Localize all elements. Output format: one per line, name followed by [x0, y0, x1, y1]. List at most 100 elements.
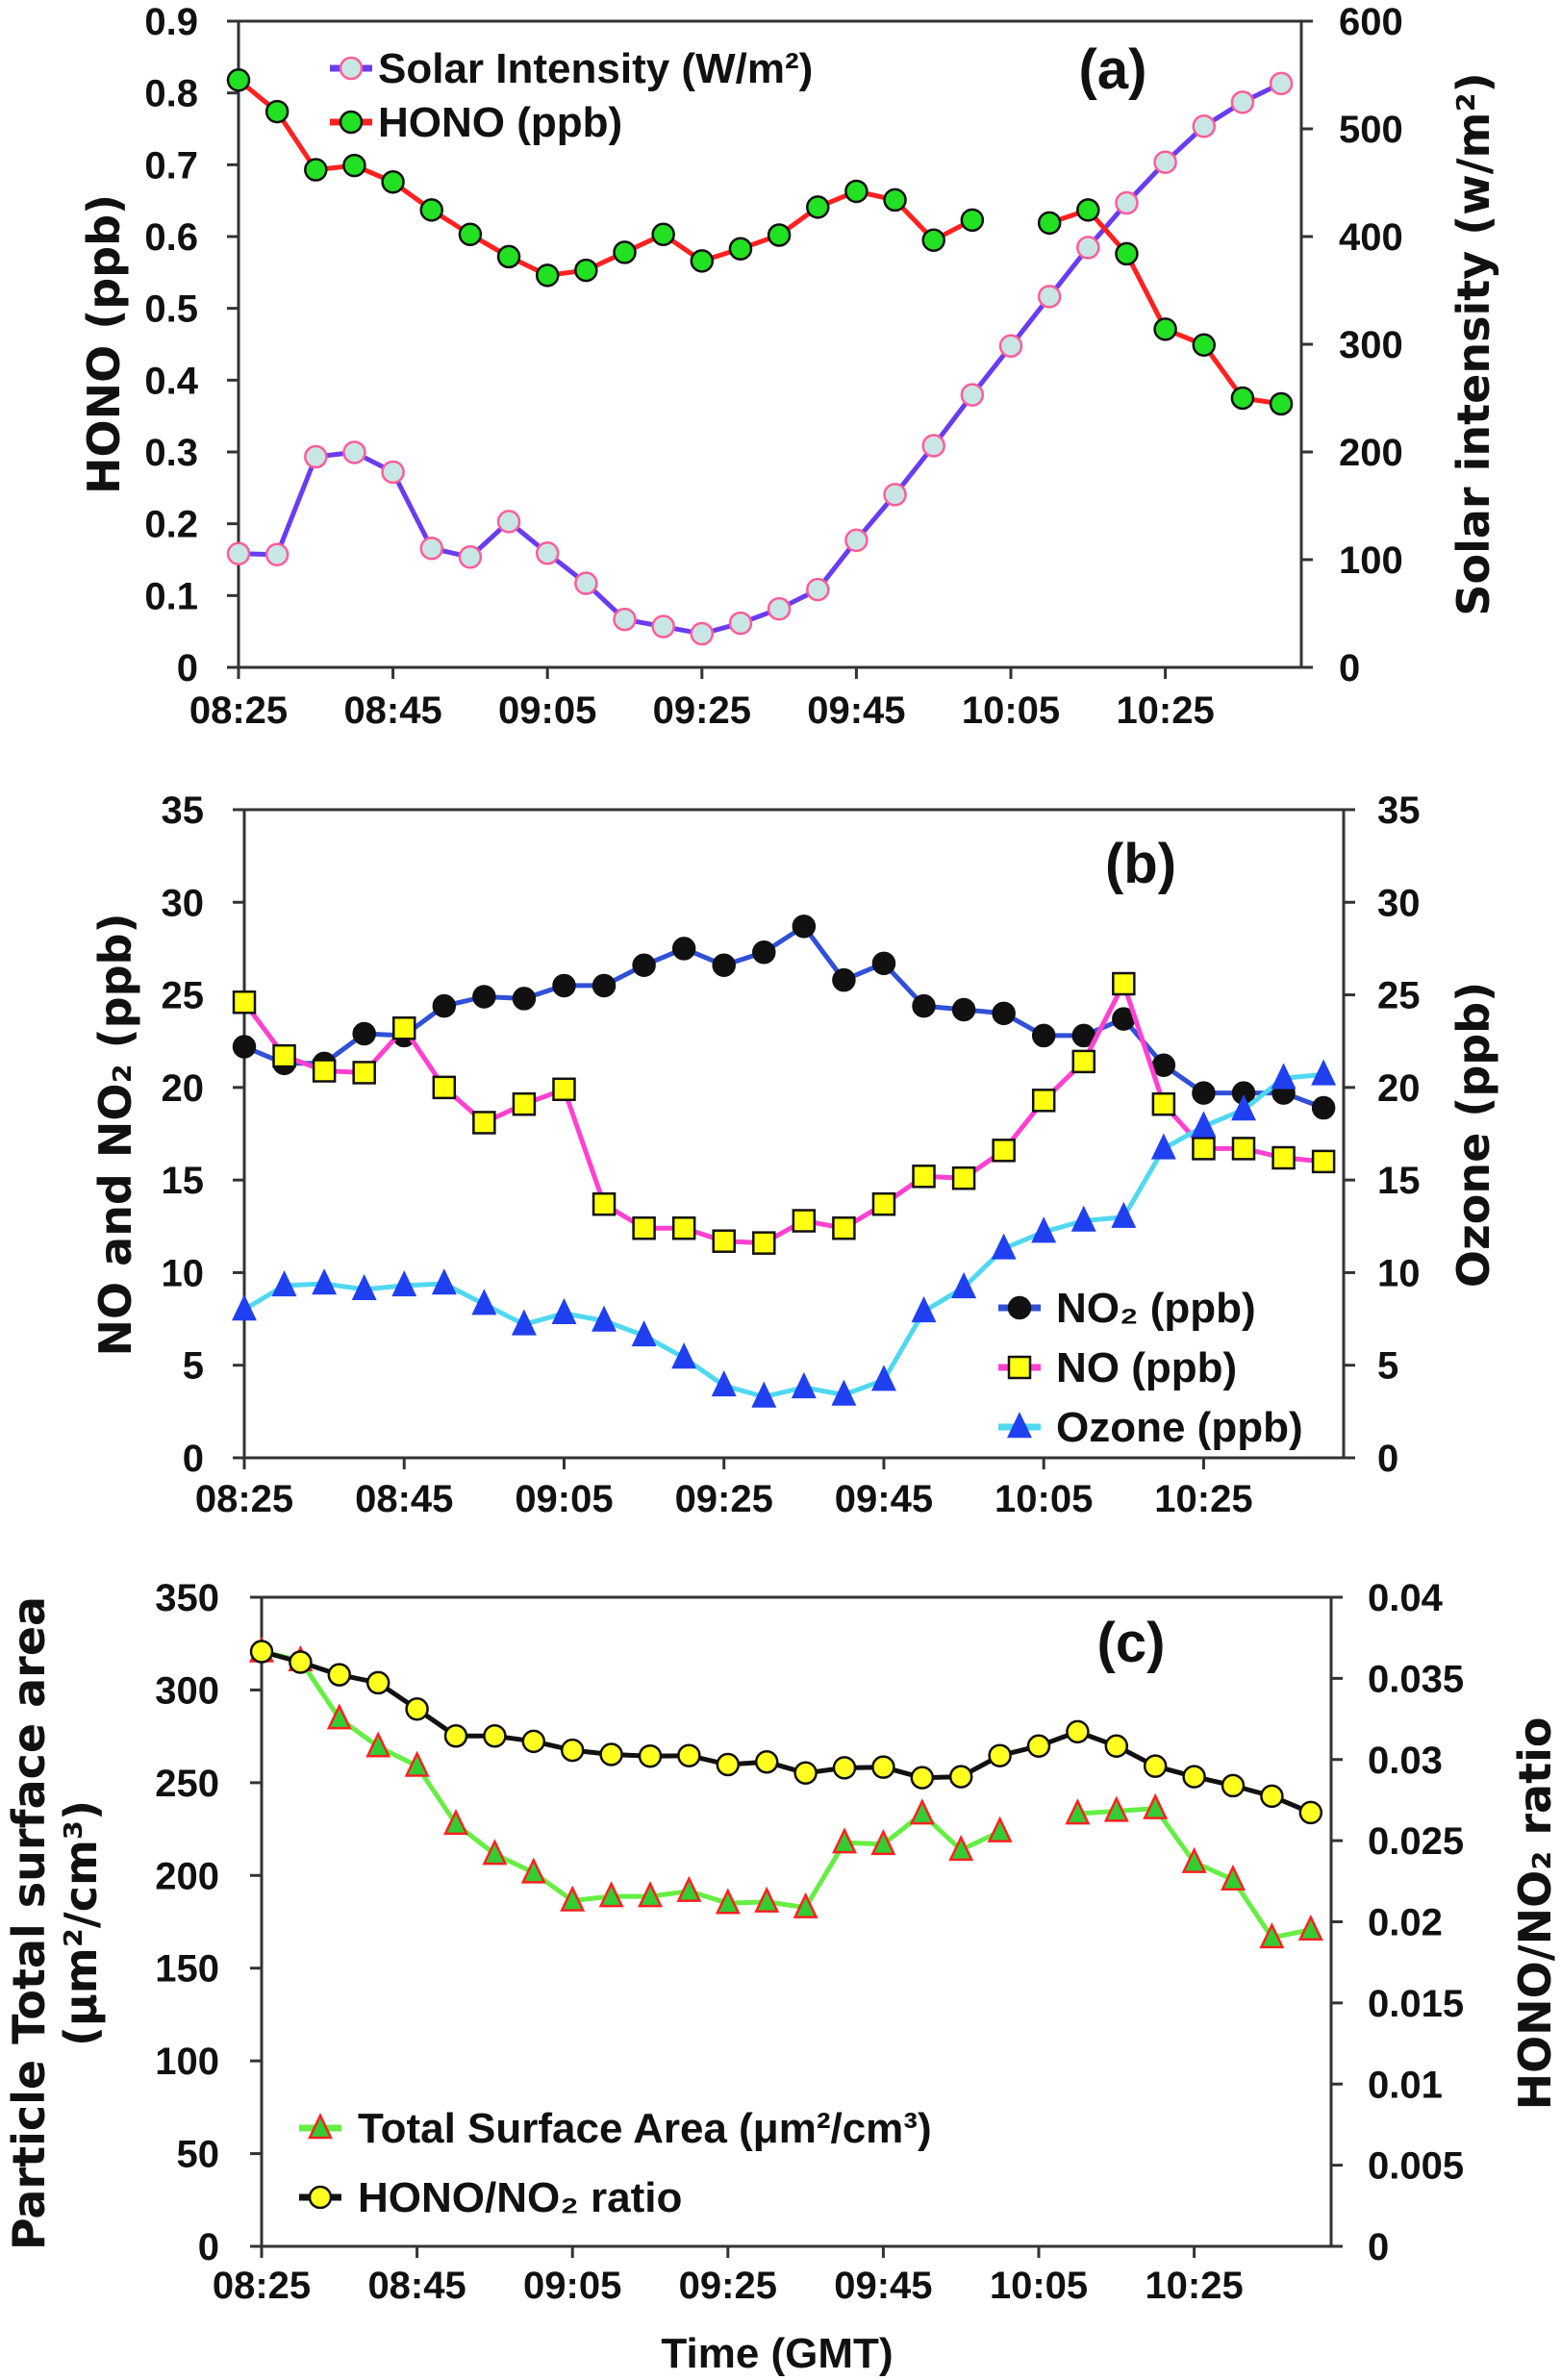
- series-line: [261, 1649, 1312, 1816]
- x-axis-title: Time (GMT): [661, 2330, 893, 2377]
- data-point: [910, 1766, 935, 1790]
- left-tick-label: 15: [162, 1160, 205, 1202]
- data-point: [1031, 1023, 1056, 1048]
- data-point: [613, 240, 637, 264]
- legend-marker: [1007, 1295, 1032, 1320]
- data-point: [988, 1743, 1012, 1767]
- data-point: [631, 1320, 657, 1347]
- panel-b-no-no2-ozone: 0 5 10 15 20 25 30 35 0 5 10 15 20 25 30 35 08:25 08:45 09…: [89, 789, 1499, 1520]
- data-point: [511, 1309, 537, 1336]
- x-tick-label: 09:45: [834, 2265, 932, 2307]
- data-point: [831, 1379, 857, 1406]
- data-point: [832, 1827, 857, 1854]
- data-point: [1115, 241, 1139, 266]
- data-point: [351, 1273, 377, 1301]
- data-point: [496, 510, 521, 534]
- panel-c-surface-area-ratio: 0 50 100 150 200 250 300 350 0 0.005 0.01 0.015 0.02…: [3, 1577, 1561, 2377]
- data-point: [405, 1697, 429, 1721]
- left-tick-label: 0.9: [144, 1, 198, 43]
- data-point: [1065, 1798, 1091, 1825]
- right-tick-label: 10: [1377, 1252, 1421, 1294]
- data-point: [1260, 1784, 1284, 1809]
- data-point: [1153, 150, 1177, 174]
- data-point: [431, 1268, 457, 1295]
- left-tick-label: 30: [162, 882, 205, 924]
- legend-entry: NO₂ (ppb): [998, 1285, 1256, 1332]
- data-point: [535, 263, 560, 288]
- data-point: [271, 1270, 297, 1297]
- data-point: [443, 1724, 468, 1748]
- left-tick-label: 0.7: [144, 144, 198, 187]
- x-tick-label: 08:45: [367, 2265, 466, 2307]
- data-point: [871, 1755, 895, 1779]
- left-tick-label: 0.5: [144, 288, 198, 331]
- data-point: [432, 1075, 457, 1100]
- data-point: [792, 914, 817, 939]
- data-point: [1231, 1137, 1256, 1161]
- data-point: [751, 1381, 777, 1408]
- data-point: [767, 596, 792, 621]
- x-tick-label: 09:25: [675, 1478, 773, 1520]
- left-tick-label: 250: [155, 1763, 219, 1805]
- data-point: [1271, 1145, 1296, 1170]
- data-point: [1031, 1089, 1056, 1113]
- data-point: [1311, 1095, 1336, 1120]
- x-tick-label: 09:25: [653, 689, 751, 732]
- data-point: [289, 1650, 313, 1674]
- data-point: [921, 228, 945, 252]
- data-point: [520, 1857, 546, 1884]
- data-point: [552, 973, 576, 998]
- data-point: [651, 222, 675, 247]
- data-point: [870, 1365, 896, 1391]
- data-point: [592, 973, 617, 998]
- legend-entry: HONO (ppb): [330, 99, 622, 146]
- data-point: [1151, 1091, 1176, 1116]
- data-point: [1076, 236, 1100, 260]
- legend-entry: NO (ppb): [998, 1344, 1237, 1391]
- data-point: [1031, 1216, 1057, 1243]
- data-point: [638, 1881, 663, 1908]
- data-point: [381, 460, 405, 485]
- legend-label: Total Surface Area (μm²/cm³): [358, 2105, 932, 2152]
- data-point: [391, 1270, 417, 1297]
- data-point: [638, 1743, 663, 1768]
- x-tick-label: 09:45: [835, 1478, 933, 1520]
- data-point: [1298, 1800, 1323, 1825]
- data-point: [752, 1231, 776, 1255]
- data-point: [632, 953, 656, 978]
- right-tick-label: 0.005: [1368, 2145, 1464, 2188]
- series-0: [226, 71, 1294, 646]
- data-point: [690, 249, 715, 273]
- data-point: [512, 1091, 537, 1116]
- right-tick-label: 300: [1339, 324, 1403, 366]
- right-tick-label: 0.04: [1368, 1577, 1444, 1619]
- data-point: [1071, 1023, 1096, 1048]
- right-tick-label: 0.03: [1368, 1740, 1443, 1782]
- data-point: [1221, 1773, 1246, 1798]
- data-point: [1221, 1864, 1246, 1891]
- panel-label: (b): [1105, 833, 1176, 895]
- data-point: [844, 179, 869, 204]
- data-point: [671, 1342, 697, 1369]
- legend-entry: Total Surface Area (μm²/cm³): [299, 2105, 932, 2152]
- left-axis-title-units: (μm²/cm³): [55, 1800, 107, 2046]
- series-1: [249, 1640, 1323, 1825]
- right-tick-label: 0: [1377, 1438, 1398, 1480]
- data-point: [754, 1750, 779, 1774]
- data-point: [1259, 1921, 1285, 1949]
- legend-entry: HONO/NO₂ ratio: [299, 2174, 682, 2221]
- data-point: [992, 1001, 1016, 1026]
- panel-a-hono-solar: 0 0.1 0.2 0.3 0.4 0.5 0.6 0.7 0.8 0.9 0 100 200 300 40…: [78, 1, 1499, 732]
- data-point: [1230, 90, 1255, 114]
- left-tick-label: 200: [155, 1855, 219, 1897]
- legend-label: Solar Intensity (W/m²): [378, 45, 813, 92]
- data-point: [832, 1756, 857, 1780]
- data-point: [948, 1765, 973, 1789]
- data-point: [471, 1289, 497, 1315]
- data-point: [1104, 1734, 1129, 1758]
- data-point: [632, 1215, 656, 1240]
- data-point: [911, 1295, 937, 1323]
- data-point: [1230, 386, 1255, 411]
- x-tick-label: 09:45: [807, 689, 905, 732]
- data-point: [951, 1165, 976, 1190]
